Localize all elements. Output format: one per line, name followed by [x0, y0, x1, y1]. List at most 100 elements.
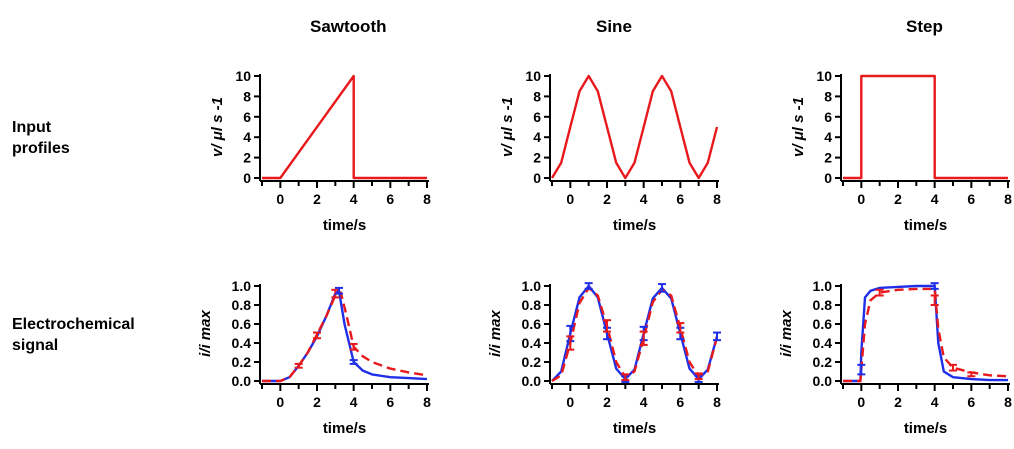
- y-tick-label: 0.4: [522, 335, 542, 351]
- chart-panel-5: 0.0 0.2 0.4 0.6 0.8 1.0 0 2 4 6 8 time/s i/i max: [487, 278, 721, 437]
- y-tick-label: 10: [235, 68, 251, 84]
- y-tick-label: 0.0: [522, 373, 542, 389]
- y-tick-label: 1.0: [522, 278, 542, 294]
- series-line-1: [843, 284, 1008, 383]
- chart-panel-3: Step 0 2 4 6 8 10 0 2 4 6 8 time/s v/ μl s -1: [790, 17, 1012, 234]
- y-tick-label: 8: [533, 88, 541, 104]
- x-tick-label: 4: [931, 191, 939, 207]
- x-axis-label: time/s: [613, 217, 656, 234]
- y-axis-label: v/ μl s -1: [790, 97, 807, 157]
- x-tick-label: 6: [676, 191, 684, 207]
- error-bar: [621, 373, 630, 382]
- x-tick-label: 0: [857, 394, 865, 410]
- x-tick-label: 8: [1004, 191, 1012, 207]
- error-bar: [584, 282, 593, 290]
- x-tick-label: 0: [276, 191, 284, 207]
- error-bar: [658, 283, 666, 293]
- y-axis-label: i/i max: [197, 310, 214, 357]
- x-tick-label: 8: [1004, 394, 1012, 410]
- y-tick-label: 4: [533, 129, 541, 145]
- x-tick-label: 4: [640, 394, 648, 410]
- x-tick-label: 0: [276, 394, 284, 410]
- series-line-1: [550, 74, 719, 180]
- error-bar: [930, 282, 939, 290]
- error-bar: [639, 330, 648, 346]
- y-tick-label: 0.6: [522, 316, 542, 332]
- series-line-2: [551, 286, 719, 383]
- x-tick-label: 2: [313, 394, 321, 410]
- row-label-input: Input profiles: [12, 119, 70, 157]
- y-tick-label: 6: [533, 109, 541, 125]
- y-tick-label: 8: [824, 88, 832, 104]
- y-tick-label: 0.2: [232, 354, 252, 370]
- y-tick-label: 0.8: [232, 297, 252, 313]
- y-tick-label: 2: [533, 150, 541, 166]
- column-title: Sawtooth: [310, 17, 387, 36]
- x-axis-label: time/s: [904, 420, 947, 437]
- error-bar: [694, 372, 703, 381]
- chart-panel-6: 0.0 0.2 0.4 0.6 0.8 1.0 0 2 4 6 8 time/s i/i max: [778, 278, 1012, 437]
- y-tick-label: 4: [824, 129, 832, 145]
- x-tick-label: 2: [313, 191, 321, 207]
- error-bar: [335, 286, 343, 295]
- x-tick-label: 0: [857, 191, 865, 207]
- row-label-input-line2: profiles: [12, 140, 70, 157]
- y-tick-label: 0: [533, 170, 541, 186]
- x-tick-label: 6: [386, 394, 394, 410]
- x-tick-label: 4: [350, 394, 358, 410]
- y-tick-label: 6: [824, 109, 832, 125]
- error-bar: [857, 363, 866, 376]
- x-tick-label: 8: [423, 191, 431, 207]
- column-title: Sine: [596, 17, 632, 36]
- y-tick-label: 0.6: [813, 316, 833, 332]
- y-tick-label: 2: [243, 150, 251, 166]
- chart-panel-1: Sawtooth 0 2 4 6 8 10 0 2 4 6 8 time/s v/ μl s -1: [209, 17, 431, 234]
- x-tick-label: 2: [894, 394, 902, 410]
- row-label-signal-line2: signal: [12, 337, 58, 354]
- y-tick-label: 6: [243, 109, 251, 125]
- y-axis-label: i/i max: [487, 310, 504, 357]
- error-bar: [294, 362, 303, 369]
- y-axis-label: v/ μl s -1: [499, 97, 516, 157]
- error-bar: [949, 363, 957, 372]
- error-bar: [603, 319, 611, 333]
- x-tick-label: 6: [386, 191, 394, 207]
- y-tick-label: 0: [824, 170, 832, 186]
- y-tick-label: 0.2: [522, 354, 542, 370]
- y-tick-label: 2: [824, 150, 832, 166]
- y-tick-label: 0.2: [813, 354, 833, 370]
- x-tick-label: 4: [640, 191, 648, 207]
- x-tick-label: 4: [350, 191, 358, 207]
- y-axis-label: v/ μl s -1: [209, 97, 226, 157]
- y-tick-label: 1.0: [232, 278, 252, 294]
- y-tick-label: 4: [243, 129, 251, 145]
- error-bar: [313, 331, 321, 340]
- series-line-1: [843, 74, 1008, 180]
- x-tick-label: 6: [967, 191, 975, 207]
- x-tick-label: 4: [931, 394, 939, 410]
- row-label-input-line1: Input: [12, 119, 52, 136]
- y-axis-label: i/i max: [778, 310, 795, 357]
- error-bar: [713, 331, 721, 342]
- y-tick-label: 10: [525, 68, 541, 84]
- y-tick-label: 0.4: [813, 335, 833, 351]
- y-tick-label: 10: [816, 68, 832, 84]
- series-line-1: [262, 74, 427, 180]
- y-tick-label: 0.8: [522, 297, 542, 313]
- error-bar: [349, 359, 358, 365]
- error-bar: [349, 342, 358, 351]
- y-tick-label: 0.0: [813, 373, 833, 389]
- x-tick-label: 6: [676, 394, 684, 410]
- error-bar: [967, 371, 976, 378]
- x-tick-label: 8: [713, 394, 721, 410]
- x-axis-label: time/s: [323, 217, 366, 234]
- x-tick-label: 0: [566, 191, 574, 207]
- y-tick-label: 0.4: [232, 335, 252, 351]
- y-tick-label: 8: [243, 88, 251, 104]
- x-axis-label: time/s: [904, 217, 947, 234]
- row-label-signal: Electrochemical signal: [12, 316, 135, 354]
- x-tick-label: 0: [566, 394, 574, 410]
- error-bar: [676, 322, 685, 334]
- error-bar: [875, 288, 884, 297]
